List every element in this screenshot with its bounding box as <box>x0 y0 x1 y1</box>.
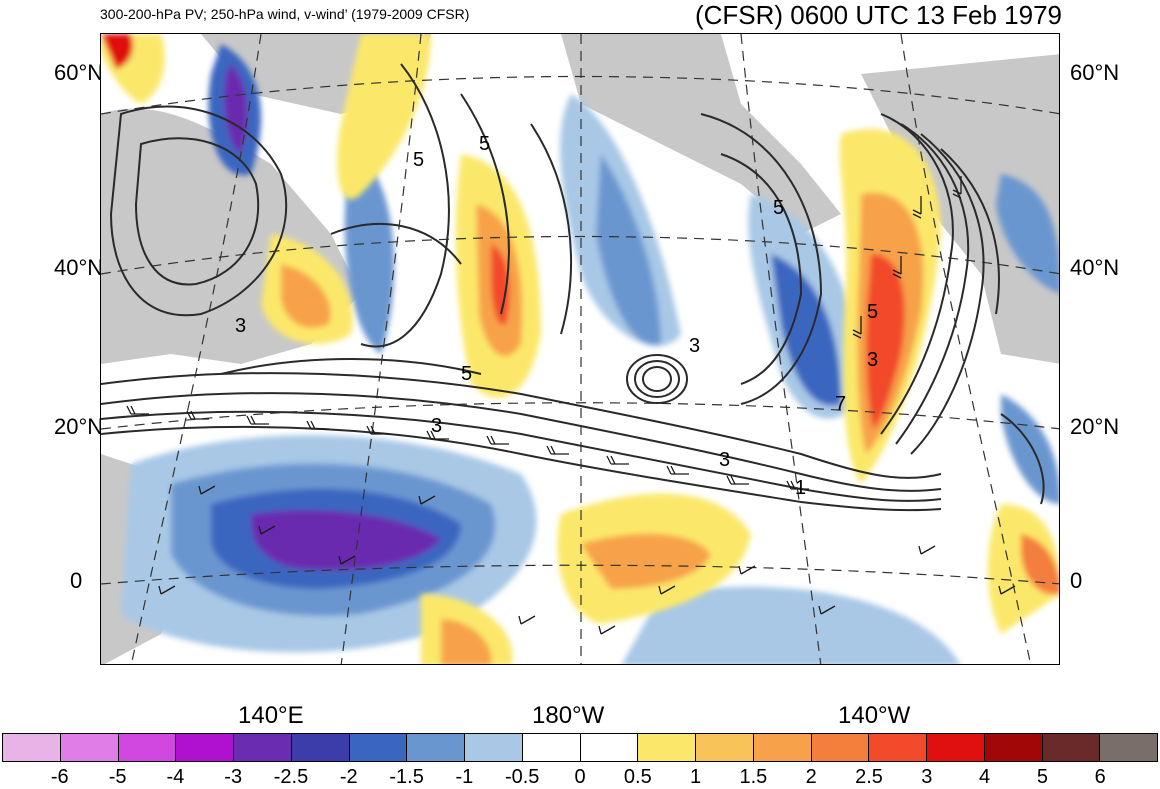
colorbar-label: -2 <box>339 766 358 788</box>
pv-contours <box>101 63 1045 512</box>
colorbar-swatch <box>984 734 1043 761</box>
colorbar-label: 0.5 <box>623 766 652 788</box>
lon-label-180w: 180°W <box>532 702 605 729</box>
contour-labels: 5 5 5 3 5 3 3 5 3 7 3 1 <box>235 133 878 499</box>
map-subtitle: 300-200-hPa PV; 250-hPa wind, v-wind’ (1… <box>100 6 470 22</box>
colorbar-label: -0.5 <box>504 766 540 788</box>
contour-label: 5 <box>867 301 878 323</box>
colorbar-swatch <box>522 734 581 761</box>
colorbar-label: 0 <box>574 766 586 788</box>
colorbar-swatch <box>349 734 408 761</box>
contour-label: 1 <box>795 477 806 499</box>
colorbar-swatch <box>60 734 119 761</box>
lat-label-20n-left: 20°N <box>54 414 104 439</box>
contour-label: 3 <box>235 315 246 337</box>
graticule <box>101 34 1059 664</box>
colorbar-swatch <box>1042 734 1101 761</box>
colorbar-label: -3 <box>224 766 243 788</box>
contour-label: 5 <box>773 197 784 219</box>
map-panel: 5 5 5 3 5 3 3 5 3 7 3 1 <box>100 33 1060 665</box>
colorbar-label: 1.5 <box>739 766 768 788</box>
wind-barbs <box>126 176 1016 635</box>
positive-anomaly-shading <box>101 34 1059 664</box>
contour-label: 5 <box>479 133 490 155</box>
colorbar-label: -1.5 <box>389 766 424 788</box>
lat-label-20n-right: 20°N <box>1070 414 1120 439</box>
map-title: (CFSR) 0600 UTC 13 Feb 1979 <box>694 0 1062 30</box>
colorbar-label: -1 <box>455 766 474 788</box>
lat-label-60n-left: 60°N <box>54 60 104 85</box>
colorbar-label: 1 <box>690 766 702 788</box>
contour-label: 3 <box>867 349 878 371</box>
colorbar-swatch <box>811 734 870 761</box>
colorbar-swatch <box>118 734 177 761</box>
colorbar-label: 5 <box>1036 766 1048 788</box>
colorbar-label: 2.5 <box>855 766 883 788</box>
colorbar-label: 6 <box>1094 766 1106 788</box>
contour-label: 5 <box>413 149 424 171</box>
colorbar <box>2 733 1158 762</box>
colorbar-swatch <box>580 734 639 761</box>
colorbar-swatch <box>407 734 465 761</box>
lat-label-40n-right: 40°N <box>1070 255 1120 280</box>
lat-label-eq-right: 0 <box>1070 568 1083 593</box>
contour-label: 5 <box>461 363 472 385</box>
colorbar-label: -6 <box>50 766 69 788</box>
colorbar-swatch <box>234 734 292 761</box>
colorbar-swatch <box>638 734 696 761</box>
colorbar-label: 4 <box>979 766 991 788</box>
lon-label-140e: 140°E <box>238 702 304 729</box>
colorbar-swatch <box>465 734 523 761</box>
contour-label: 3 <box>431 415 442 437</box>
colorbar-swatch <box>1100 734 1157 761</box>
colorbar-swatch <box>753 734 812 761</box>
lat-label-40n-left: 40°N <box>54 255 104 280</box>
colorbar-swatch <box>696 734 754 761</box>
colorbar-label: 2 <box>805 766 817 788</box>
contour-label: 3 <box>689 335 700 357</box>
contour-label: 3 <box>719 449 730 471</box>
colorbar-swatch <box>291 734 350 761</box>
colorbar-swatch <box>3 734 61 761</box>
colorbar-label: -2.5 <box>273 766 309 788</box>
colorbar-swatch <box>869 734 927 761</box>
map-canvas: 5 5 5 3 5 3 3 5 3 7 3 1 <box>101 34 1059 664</box>
lon-label-140w: 140°W <box>838 702 911 729</box>
colorbar-label: -4 <box>166 766 185 788</box>
lat-label-eq-left: 0 <box>70 568 83 593</box>
colorbar-swatch <box>176 734 234 761</box>
lat-label-60n-right: 60°N <box>1070 60 1120 85</box>
colorbar-label: -5 <box>108 766 127 788</box>
contour-label: 7 <box>835 393 846 415</box>
colorbar-label: 3 <box>921 766 933 788</box>
colorbar-swatch <box>927 734 985 761</box>
